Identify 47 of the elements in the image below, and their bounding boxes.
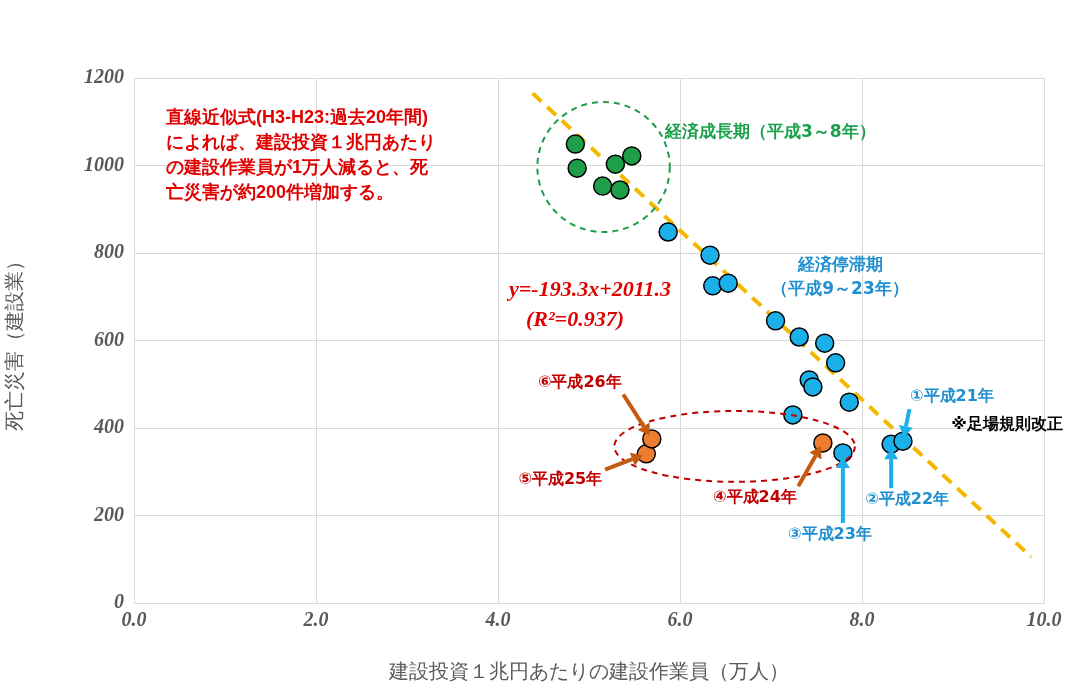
y-tick-label: 1200 bbox=[84, 65, 124, 88]
y-tick-label: 800 bbox=[94, 240, 124, 263]
point bbox=[700, 245, 720, 265]
point bbox=[605, 154, 626, 174]
y-axis-title: 死亡災害（建設業） bbox=[2, 250, 27, 431]
point bbox=[610, 180, 630, 200]
annotation: ②平成22年 bbox=[865, 489, 950, 509]
point bbox=[765, 311, 786, 331]
point bbox=[658, 222, 678, 242]
annotation: ⑤平成25年 bbox=[518, 468, 603, 488]
annotation: ⑥平成26年 bbox=[537, 372, 622, 392]
point bbox=[703, 276, 723, 296]
point bbox=[622, 146, 642, 166]
annotation: 直線近似式(H3-H23:過去20年間)によれば、建設投資１兆円あたりの建設作業員が1万人減ると、死亡災害が約200件増加する。 bbox=[165, 106, 436, 202]
point bbox=[565, 134, 586, 154]
annotation: ④平成24年 bbox=[712, 487, 797, 507]
point bbox=[825, 353, 846, 373]
y-tick-label: 400 bbox=[93, 415, 124, 438]
point bbox=[813, 433, 833, 453]
point bbox=[839, 392, 860, 412]
point bbox=[893, 431, 913, 451]
y-tick-label: 1000 bbox=[84, 152, 124, 175]
x-axis-title: 建設投資１兆円あたりの建設作業員（万人） bbox=[388, 659, 789, 684]
annotation: (R²=0.937) bbox=[526, 305, 624, 331]
point bbox=[642, 429, 662, 449]
point bbox=[814, 333, 835, 353]
point bbox=[718, 273, 738, 293]
point bbox=[783, 405, 803, 425]
annotation: ③平成23年 bbox=[787, 524, 872, 544]
x-tick-label: 6.0 bbox=[667, 608, 693, 631]
series-label: 経済停滞期（平成9～23年） bbox=[771, 254, 909, 299]
point bbox=[803, 377, 823, 397]
y-tick-label: 200 bbox=[93, 502, 124, 525]
x-tick-label: 8.0 bbox=[849, 608, 875, 631]
annotation: y=-193.3x+2011.3 bbox=[506, 275, 671, 301]
x-tick-label: 0.0 bbox=[121, 608, 147, 631]
x-tick-label: 10.0 bbox=[1026, 608, 1062, 631]
x-tick-label: 4.0 bbox=[484, 608, 511, 631]
x-tick-label: 2.0 bbox=[302, 608, 329, 631]
point bbox=[789, 327, 809, 347]
y-tick-label: 600 bbox=[94, 327, 124, 350]
series-label: 経済成長期（平成3～8年） bbox=[664, 121, 876, 142]
point bbox=[567, 158, 587, 178]
point bbox=[592, 176, 613, 196]
annotation: ①平成21年 bbox=[910, 386, 994, 406]
y-tick-label: 0 bbox=[114, 590, 124, 613]
annotation: ※足場規則改正 bbox=[951, 414, 1063, 434]
